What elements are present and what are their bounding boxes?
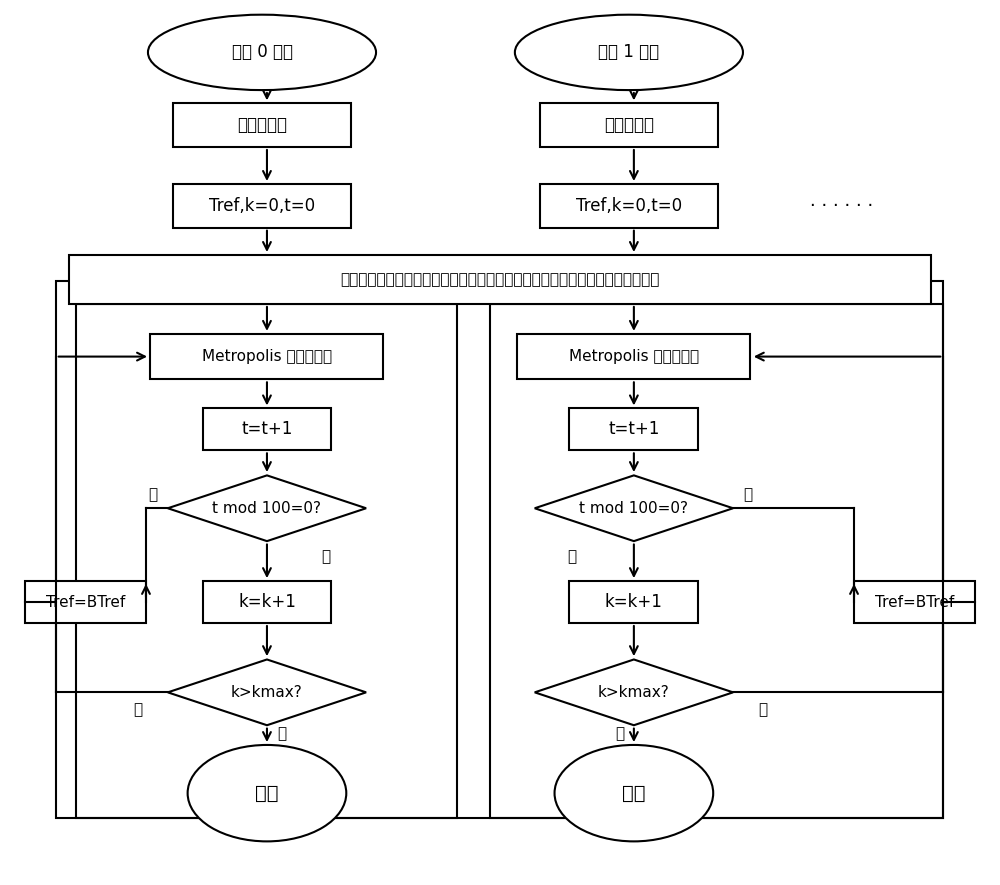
Text: 否: 否: [148, 488, 157, 503]
Polygon shape: [168, 659, 366, 725]
Text: Metropolis 式随机游动: Metropolis 式随机游动: [202, 349, 332, 364]
Text: Tref,k=0,t=0: Tref,k=0,t=0: [576, 196, 682, 215]
FancyBboxPatch shape: [173, 184, 351, 227]
Text: 否: 否: [758, 703, 767, 718]
Text: 是: 是: [567, 549, 576, 564]
FancyBboxPatch shape: [173, 104, 351, 147]
Text: 是: 是: [615, 726, 624, 741]
Ellipse shape: [148, 15, 376, 90]
Text: k=k+1: k=k+1: [238, 593, 296, 611]
Text: 初始化参数: 初始化参数: [237, 116, 287, 135]
Text: 是: 是: [322, 549, 331, 564]
Text: t mod 100=0?: t mod 100=0?: [212, 501, 321, 516]
Text: Tref,k=0,t=0: Tref,k=0,t=0: [209, 196, 315, 215]
FancyBboxPatch shape: [569, 581, 698, 623]
FancyBboxPatch shape: [569, 408, 698, 450]
FancyBboxPatch shape: [517, 334, 750, 380]
FancyBboxPatch shape: [69, 256, 931, 304]
FancyBboxPatch shape: [540, 184, 718, 227]
Text: · · · · · ·: · · · · · ·: [810, 196, 874, 215]
Polygon shape: [168, 475, 366, 541]
Text: 所有进程相互通信，根据每个个体的能量函数大小次序，确定每个个体的温度。: 所有进程相互通信，根据每个个体的能量函数大小次序，确定每个个体的温度。: [340, 272, 660, 287]
Text: 初始化参数: 初始化参数: [604, 116, 654, 135]
Text: Tref=BTref: Tref=BTref: [875, 595, 954, 610]
Text: Metropolis 式随机游动: Metropolis 式随机游动: [569, 349, 699, 364]
Text: 否: 否: [133, 703, 143, 718]
Text: t=t+1: t=t+1: [608, 420, 660, 438]
Text: t mod 100=0?: t mod 100=0?: [579, 501, 688, 516]
Text: Tref=BTref: Tref=BTref: [46, 595, 125, 610]
Text: k=k+1: k=k+1: [605, 593, 663, 611]
Text: 否: 否: [743, 488, 752, 503]
Polygon shape: [535, 659, 733, 725]
Text: 进程 0 开始: 进程 0 开始: [232, 43, 293, 61]
Polygon shape: [535, 475, 733, 541]
FancyBboxPatch shape: [203, 408, 331, 450]
Ellipse shape: [188, 745, 346, 842]
Text: 结束: 结束: [255, 783, 279, 803]
Text: k>kmax?: k>kmax?: [598, 685, 670, 700]
Text: k>kmax?: k>kmax?: [231, 685, 303, 700]
Text: t=t+1: t=t+1: [241, 420, 293, 438]
Text: 结束: 结束: [622, 783, 646, 803]
Ellipse shape: [555, 745, 713, 842]
FancyBboxPatch shape: [854, 581, 975, 623]
FancyBboxPatch shape: [203, 581, 331, 623]
FancyBboxPatch shape: [540, 104, 718, 147]
Text: 进程 1 开始: 进程 1 开始: [598, 43, 659, 61]
Text: 是: 是: [277, 726, 286, 741]
Ellipse shape: [515, 15, 743, 90]
FancyBboxPatch shape: [150, 334, 383, 380]
FancyBboxPatch shape: [56, 281, 943, 818]
FancyBboxPatch shape: [25, 581, 146, 623]
